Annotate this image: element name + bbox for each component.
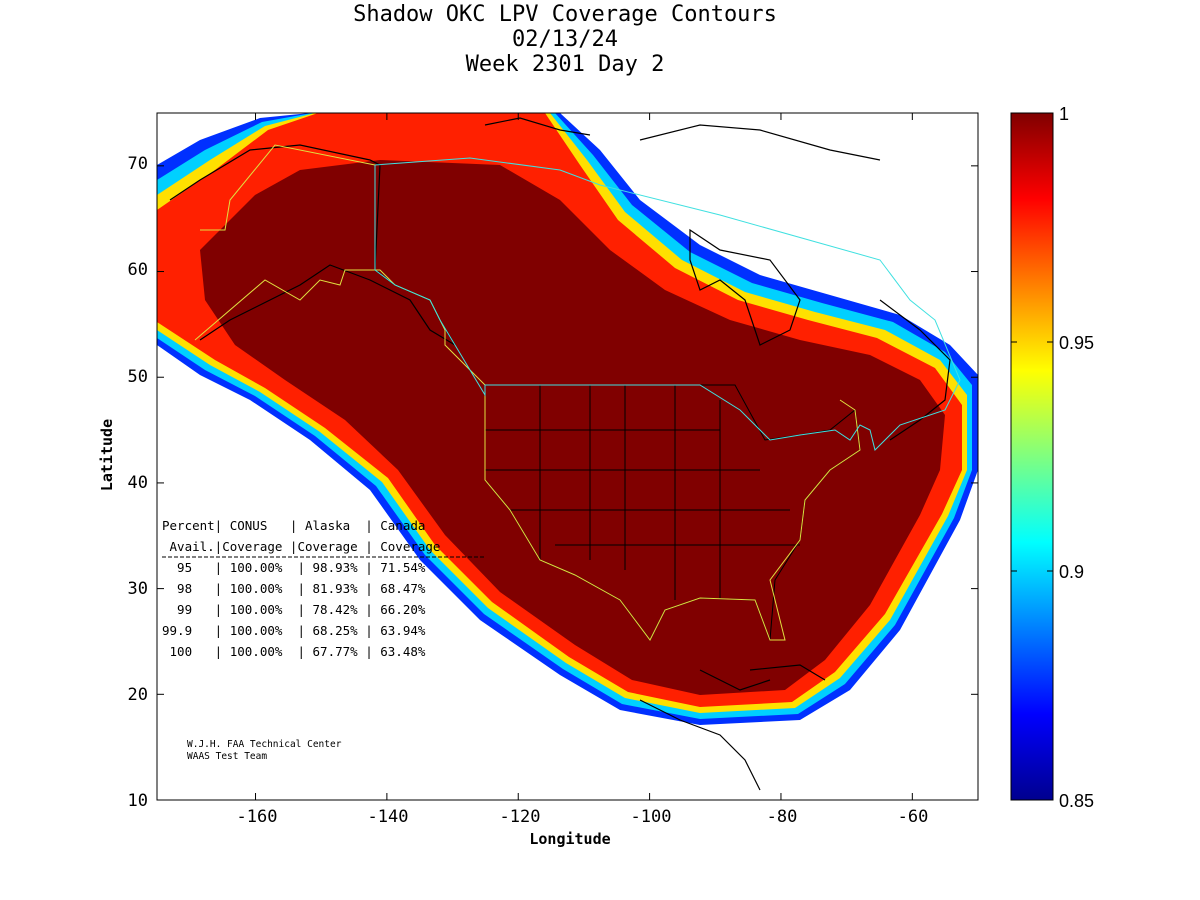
plot-frame xyxy=(156,112,979,801)
coverage-contours xyxy=(157,113,978,725)
chart-week: Week 2301 Day 2 xyxy=(465,52,665,77)
axis-ticks xyxy=(157,113,978,801)
credit-text: W.J.H. FAA Technical Center xyxy=(187,739,342,750)
coastline-north xyxy=(484,117,951,441)
coastline-central-america xyxy=(639,664,826,791)
y-tick-labels: 70 60 50 40 30 20 10 xyxy=(128,154,148,811)
x-tick-label: -120 xyxy=(500,807,541,827)
x-tick-label: -160 xyxy=(237,807,278,827)
x-tick-label: -100 xyxy=(631,807,672,827)
coverage-region-boundary-cyan xyxy=(374,157,961,451)
coverage-region-boundary-yellow xyxy=(194,144,861,641)
colorbar-tick-label: 0.85 xyxy=(1059,791,1094,811)
x-tick-labels: -160 -140 -120 -100 -80 -60 xyxy=(237,807,929,827)
colorbar xyxy=(1010,112,1054,801)
us-state-boundaries xyxy=(484,384,861,641)
y-tick-label: 40 xyxy=(128,473,148,493)
y-tick-label: 50 xyxy=(128,367,148,387)
y-tick-label: 10 xyxy=(128,791,148,811)
table-row: 99.9 | 100.00% | 68.25% | 63.94% xyxy=(162,623,426,638)
y-axis-label: Latitude xyxy=(98,419,116,491)
table-row: 98 | 100.00% | 81.93% | 68.47% xyxy=(162,581,426,596)
y-tick-label: 20 xyxy=(128,685,148,705)
credit-text: WAAS Test Team xyxy=(187,751,267,762)
y-tick-label: 30 xyxy=(128,579,148,599)
coverage-table: Percent| CONUS | Alaska | Canada Avail.|… xyxy=(162,518,485,659)
x-tick-label: -80 xyxy=(767,807,798,827)
y-tick-label: 70 xyxy=(128,154,148,174)
table-row: 95 | 100.00% | 98.93% | 71.54% xyxy=(162,560,426,575)
table-row: 99 | 100.00% | 78.42% | 66.20% xyxy=(162,602,426,617)
colorbar-tick-label: 1 xyxy=(1059,104,1069,124)
x-tick-label: -60 xyxy=(898,807,929,827)
x-axis-label: Longitude xyxy=(529,830,610,848)
chart-date: 02/13/24 xyxy=(512,27,618,52)
colorbar-tick-label: 0.9 xyxy=(1059,562,1084,582)
colorbar-ticks xyxy=(1011,341,1053,572)
chart-title: Shadow OKC LPV Coverage Contours xyxy=(353,2,777,27)
y-tick-label: 60 xyxy=(128,260,148,280)
table-row: 100 | 100.00% | 67.77% | 63.48% xyxy=(162,644,426,659)
table-header: Percent| CONUS | Alaska | Canada xyxy=(162,518,425,533)
colorbar-tick-label: 0.95 xyxy=(1059,333,1094,353)
table-header: Avail.|Coverage |Coverage | Coverage xyxy=(162,539,440,554)
x-tick-label: -140 xyxy=(368,807,409,827)
contour-band-darkred xyxy=(200,160,945,695)
